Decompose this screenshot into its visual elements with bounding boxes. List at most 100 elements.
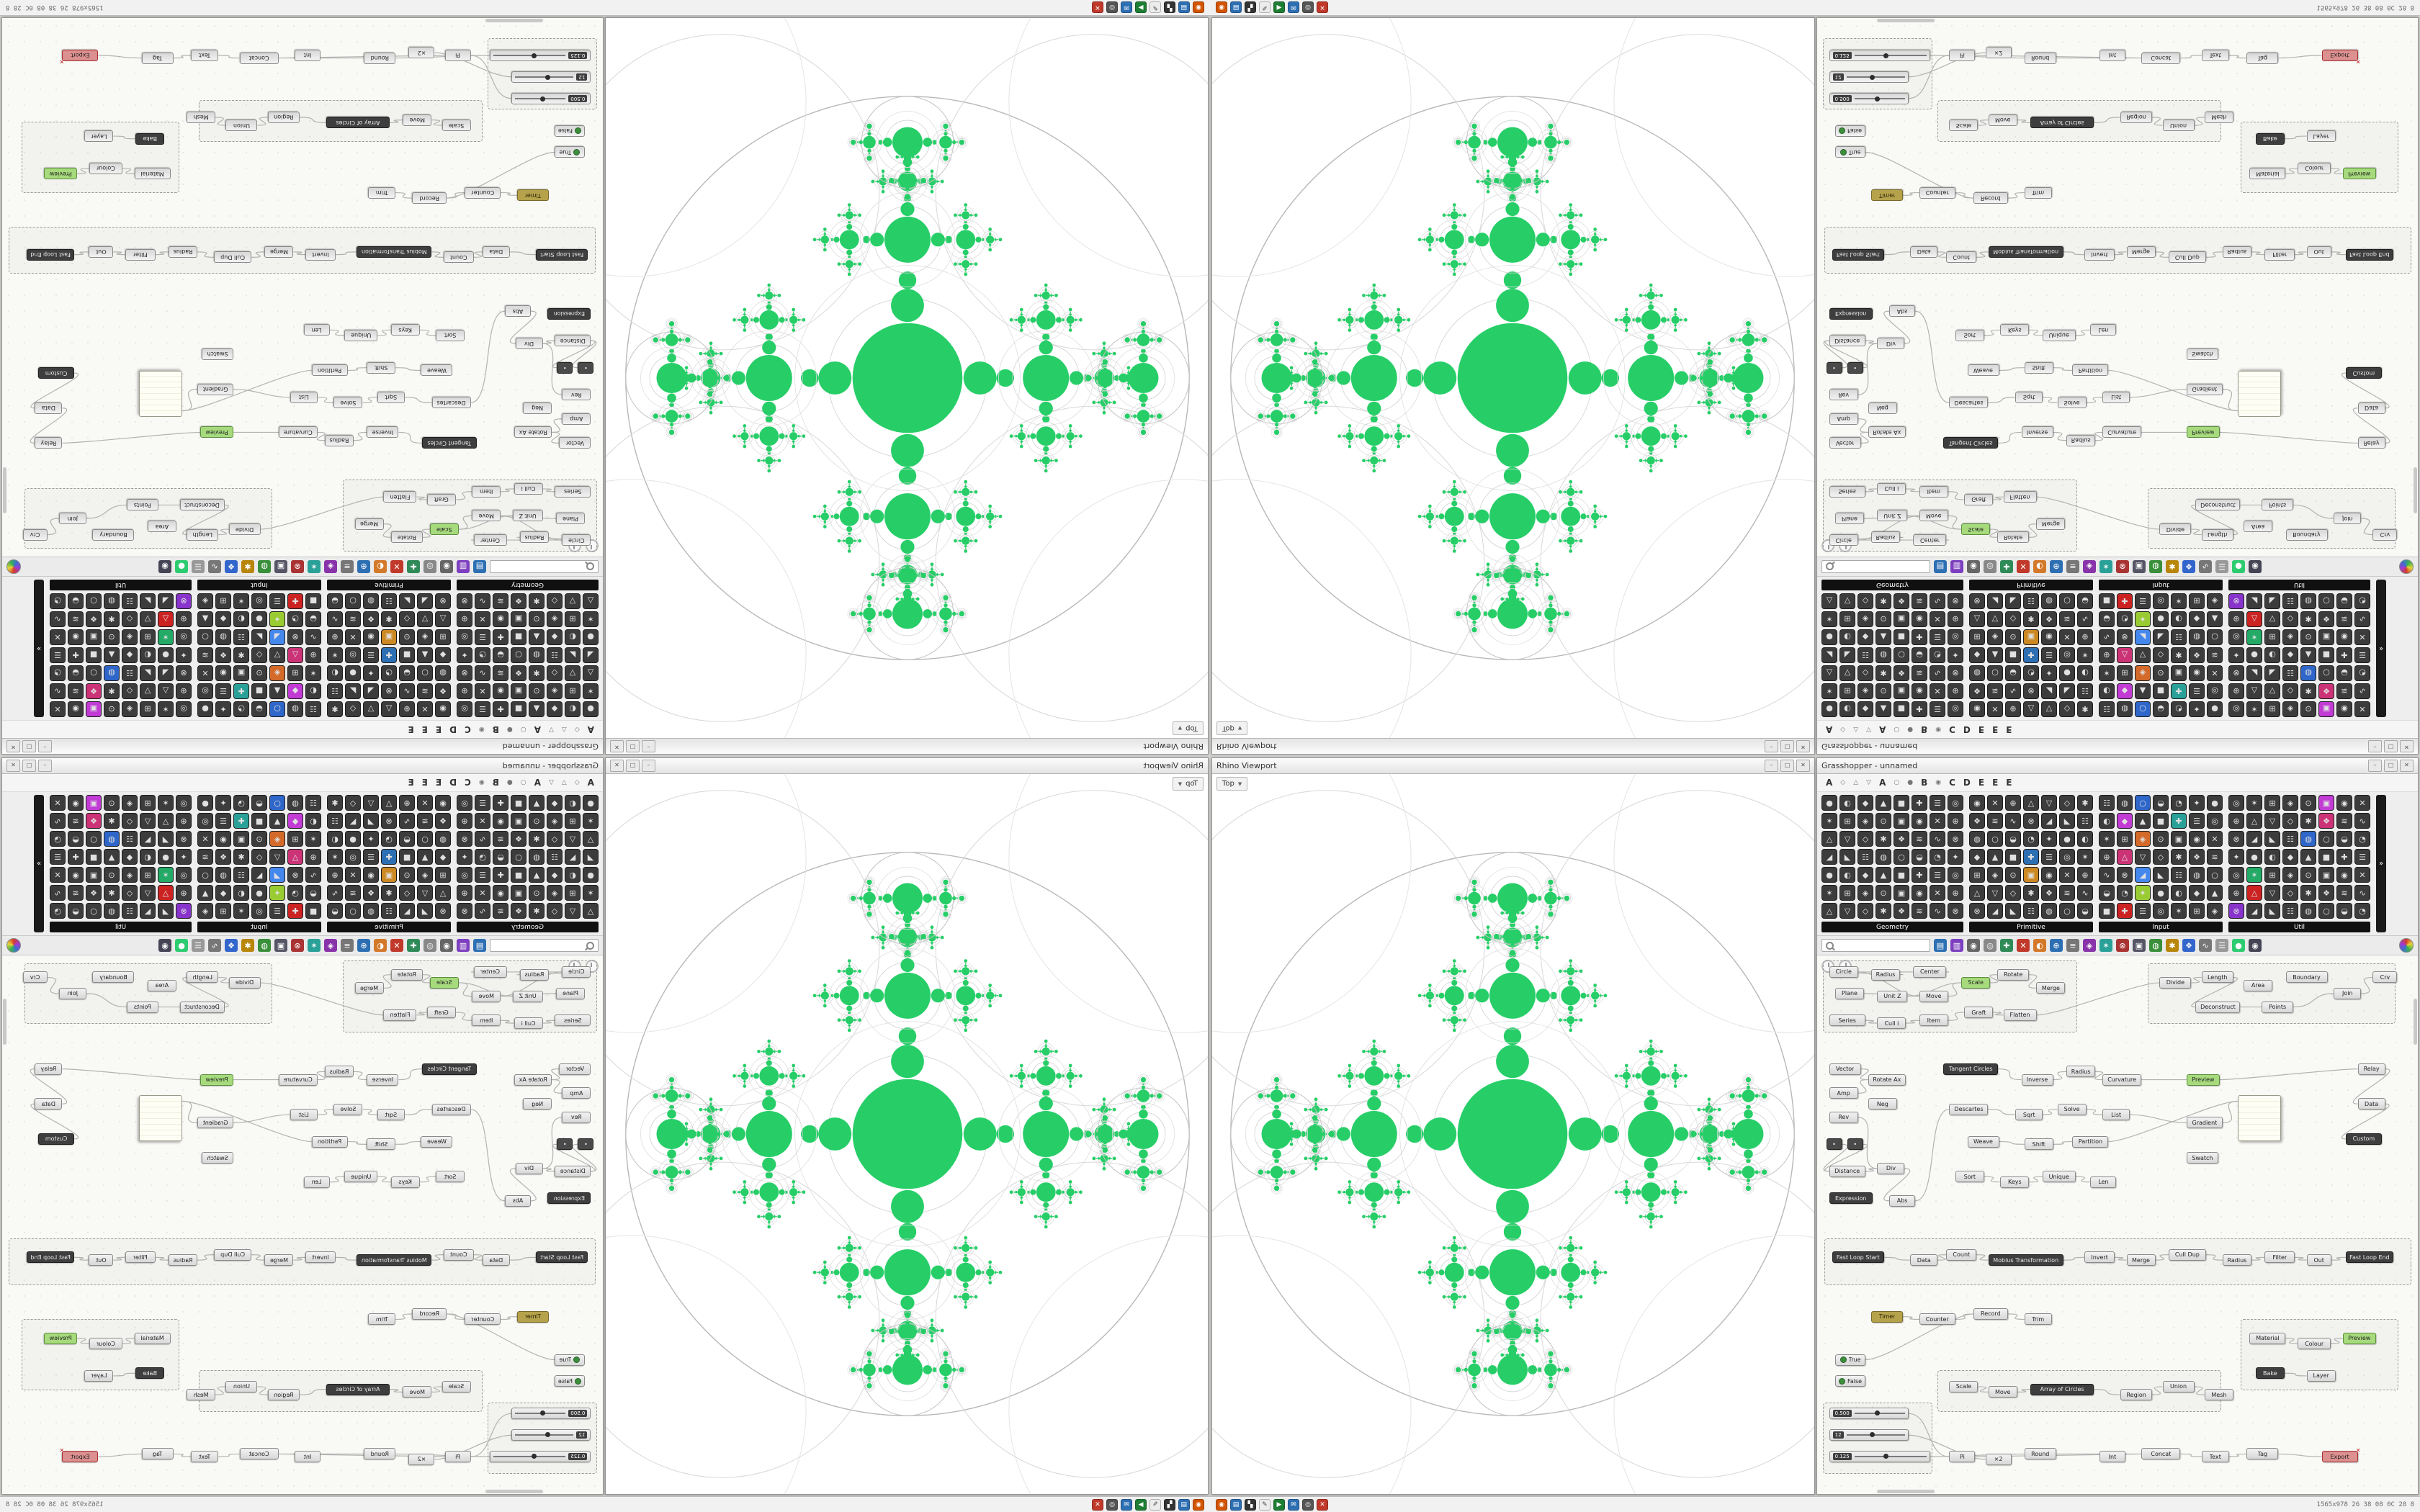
palette-component-icon[interactable]: ☷ <box>122 903 138 919</box>
palette-component-icon[interactable]: ◒ <box>327 903 343 919</box>
palette-component-icon[interactable]: ▲ <box>529 867 544 883</box>
palette-component-icon[interactable]: ⊕ <box>305 849 321 865</box>
palette-component-icon[interactable]: ◆ <box>1857 701 1873 717</box>
palette-component-icon[interactable]: ✶ <box>2077 849 2093 865</box>
palette-component-icon[interactable]: ▣ <box>2171 665 2187 681</box>
canvas-node[interactable]: Relay <box>2357 1063 2385 1075</box>
canvas-node[interactable]: Vector <box>1829 1063 1861 1075</box>
palette-component-icon[interactable]: ◉ <box>215 665 231 681</box>
palette-component-icon[interactable]: ☷ <box>2282 665 2298 681</box>
palette-component-icon[interactable]: ◆ <box>1857 867 1873 883</box>
palette-component-icon[interactable]: ◈ <box>1857 813 1873 829</box>
canvas-node[interactable]: Radius <box>324 434 354 446</box>
palette-component-icon[interactable]: ❖ <box>511 593 526 609</box>
color-wheel-icon[interactable] <box>6 559 21 574</box>
canvas-node[interactable]: Material <box>134 168 171 180</box>
palette-component-icon[interactable]: ◍ <box>2117 701 2133 717</box>
palette-component-icon[interactable]: ⊗ <box>457 831 472 847</box>
canvas-node[interactable]: Crv <box>2372 528 2398 541</box>
tab-shape-icon[interactable]: ○ <box>1894 779 1900 786</box>
palette-component-icon[interactable]: ✕ <box>1987 795 2003 811</box>
canvas-node[interactable]: Center <box>473 966 507 978</box>
component-tab-a[interactable]: A <box>587 778 594 788</box>
canvas-node[interactable]: Bake <box>135 1367 165 1380</box>
palette-component-icon[interactable]: ◢ <box>2135 867 2151 883</box>
palette-component-icon[interactable]: ≋ <box>2207 849 2223 865</box>
palette-component-icon[interactable]: ⊕ <box>2005 701 2021 717</box>
palette-component-icon[interactable]: △ <box>2023 795 2039 811</box>
app-icon-terminal[interactable]: ▚ <box>1164 1 1175 14</box>
canvas-node[interactable]: Material <box>2249 168 2286 180</box>
palette-component-icon[interactable]: ◔ <box>2023 831 2039 847</box>
palette-component-icon[interactable]: ☷ <box>2023 903 2039 919</box>
palette-component-icon[interactable]: ◣ <box>1839 849 1855 865</box>
palette-component-icon[interactable]: ☷ <box>2023 593 2039 609</box>
tab-shape-icon[interactable]: ◉ <box>1935 779 1942 786</box>
palette-component-icon[interactable]: ◈ <box>269 831 285 847</box>
palette-component-icon[interactable]: ∿ <box>327 611 343 627</box>
tab-shape-icon[interactable]: ◇ <box>574 726 580 733</box>
canvas-node[interactable]: Fast Loop End <box>2345 1251 2393 1264</box>
canvas-node[interactable]: 0.500 <box>1829 1408 1909 1420</box>
palette-component-icon[interactable]: ∿ <box>475 903 490 919</box>
canvas-node[interactable]: Custom <box>38 367 75 379</box>
palette-component-icon[interactable]: ✶ <box>158 867 174 883</box>
palette-component-icon[interactable]: ◇ <box>2005 611 2021 627</box>
palette-component-icon[interactable]: ◒ <box>2005 665 2021 681</box>
palette-component-icon[interactable]: ◎ <box>1948 629 1963 645</box>
toolbar-icon[interactable]: ☰ <box>2215 939 2228 952</box>
toolbar-icon[interactable]: ∿ <box>2199 560 2212 573</box>
palette-component-icon[interactable]: ◉ <box>68 867 84 883</box>
search-input[interactable] <box>1837 941 1926 950</box>
palette-component-icon[interactable]: ✕ <box>1930 885 1945 901</box>
canvas-node[interactable]: Move <box>1919 510 1948 522</box>
palette-component-icon[interactable]: ◣ <box>2264 831 2280 847</box>
rhino-viewport-titlebar[interactable]: Rhino Viewport – □ ✕ <box>1212 758 1814 774</box>
toolbar-icon[interactable]: ◉ <box>440 939 453 952</box>
palette-component-icon[interactable]: ◣ <box>2153 867 2169 883</box>
canvas-node[interactable]: Trim <box>2024 1313 2052 1326</box>
palette-component-icon[interactable]: ■ <box>1894 795 1909 811</box>
palette-component-icon[interactable]: ≋ <box>197 647 213 663</box>
canvas-node[interactable]: Data <box>482 1254 510 1266</box>
palette-component-icon[interactable]: ▽ <box>2264 813 2280 829</box>
gh-canvas[interactable]: Circle Radius Center Plane Unit Z Move Scale Ro… <box>2 955 603 1494</box>
canvas-node[interactable]: Region <box>2120 111 2153 123</box>
palette-component-icon[interactable]: ◉ <box>493 683 508 699</box>
maximize-button[interactable]: □ <box>2384 740 2398 752</box>
palette-component-icon[interactable]: ● <box>2059 831 2075 847</box>
canvas-vertical-scrollbar[interactable] <box>2414 998 2417 1045</box>
palette-component-icon[interactable]: ✚ <box>1912 867 1927 883</box>
canvas-node[interactable]: Move <box>403 114 432 126</box>
component-tab-d[interactable]: D <box>1963 778 1971 788</box>
toolbar-icon[interactable]: ▤ <box>1934 939 1947 952</box>
palette-component-icon[interactable]: ⊞ <box>2117 665 2133 681</box>
palette-component-icon[interactable]: ○ <box>2207 867 2223 883</box>
palette-component-icon[interactable]: ◍ <box>215 867 231 883</box>
app-icon-terminal[interactable]: ▚ <box>1245 1498 1256 1511</box>
palette-component-icon[interactable]: ∿ <box>305 629 321 645</box>
palette-component-icon[interactable]: △ <box>435 611 451 627</box>
canvas-horizontal-scrollbar[interactable] <box>1877 1490 1935 1493</box>
palette-component-icon[interactable]: ⊗ <box>2228 903 2244 919</box>
close-button[interactable]: ✕ <box>6 760 20 772</box>
canvas-node[interactable]: Tangent Circles <box>1943 1063 1999 1075</box>
canvas-node[interactable]: Merge <box>2126 246 2156 258</box>
canvas-node[interactable]: Gradient <box>2186 383 2223 395</box>
palette-component-icon[interactable]: ◇ <box>122 813 138 829</box>
toolbar-icon[interactable]: ◉ <box>158 939 171 952</box>
canvas-node[interactable]: Preview <box>2342 168 2376 180</box>
toolbar-icon[interactable]: ▣ <box>274 560 287 573</box>
component-tab-b[interactable]: B <box>492 778 499 788</box>
palette-component-icon[interactable]: ▲ <box>1987 647 2003 663</box>
canvas-node[interactable]: Round <box>364 1448 396 1460</box>
palette-component-icon[interactable]: ☷ <box>2171 867 2187 883</box>
palette-component-icon[interactable]: ✚ <box>287 903 303 919</box>
canvas-node[interactable]: Join <box>2334 513 2362 525</box>
palette-component-icon[interactable]: ▽ <box>269 849 285 865</box>
palette-component-icon[interactable]: ✕ <box>197 831 213 847</box>
canvas-node[interactable]: Neg <box>523 402 552 414</box>
palette-component-icon[interactable]: ■ <box>2153 683 2169 699</box>
palette-component-icon[interactable]: ▽ <box>417 611 433 627</box>
palette-component-icon[interactable]: ◎ <box>176 701 192 717</box>
